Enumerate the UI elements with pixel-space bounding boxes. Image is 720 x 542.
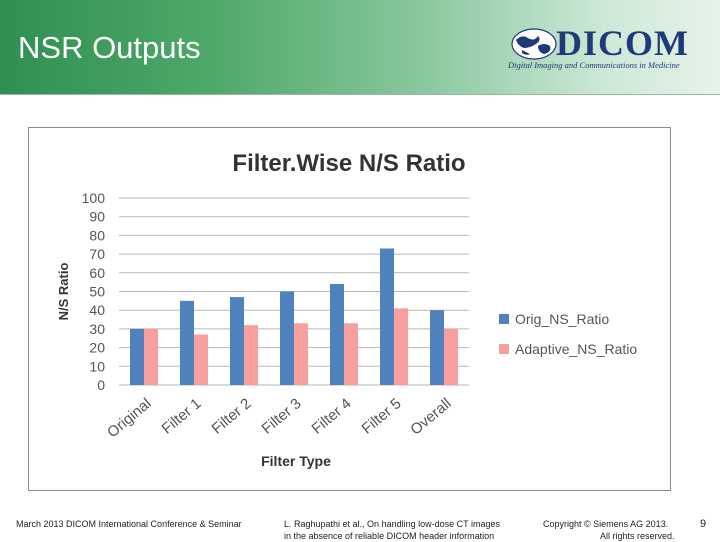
bar-orig	[180, 300, 194, 385]
y-tick-label: 50	[89, 284, 105, 300]
y-tick-label: 10	[89, 358, 105, 374]
bar-adaptive	[294, 323, 308, 385]
chart-frame: Filter.Wise N/S Ratio 0 10 20 30 40 50 60 70 80 90…	[28, 127, 671, 491]
y-tick-label: 0	[97, 377, 105, 393]
y-tick-label: 60	[89, 265, 105, 281]
bar-orig	[280, 291, 294, 385]
x-tick-label: Filter 5	[359, 395, 405, 437]
bar-adaptive	[144, 328, 158, 385]
x-tick-label: Overall	[407, 395, 454, 439]
dicom-logo: DICOM Digital Imaging and Communications…	[508, 22, 698, 74]
legend-label: Adaptive_NS_Ratio	[515, 341, 637, 357]
x-tick-label: Filter 2	[209, 395, 255, 437]
slide-header: NSR Outputs DICOM Digital Imaging and Co…	[0, 0, 720, 95]
y-tick-label: 70	[89, 246, 105, 262]
footer-copyright-line2: All rights reserved.	[600, 531, 675, 541]
globe-icon	[511, 28, 557, 60]
legend-swatch	[499, 314, 509, 324]
y-tick-label: 40	[89, 302, 105, 318]
bar-adaptive	[194, 334, 208, 385]
footer-citation-line1: L. Raghupathi et al., On handling low-do…	[284, 519, 500, 529]
y-tick-label: 100	[82, 190, 106, 206]
x-axis-label: Filter Type	[261, 453, 331, 469]
footer-citation-line2: in the absence of reliable DICOM header …	[284, 531, 495, 541]
bar-adaptive	[444, 328, 458, 385]
footer-copyright-line1: Copyright © Siemens AG 2013.	[543, 519, 669, 529]
y-tick-label: 90	[89, 209, 105, 225]
logo-tagline: Digital Imaging and Communications in Me…	[508, 60, 680, 70]
bar-orig	[380, 248, 394, 385]
slide-title: NSR Outputs	[18, 30, 201, 65]
x-tick-label: Original	[104, 395, 155, 441]
bar-orig	[330, 284, 344, 385]
x-tick-label: Filter 4	[309, 395, 355, 437]
x-tick-label: Filter 1	[159, 395, 205, 437]
x-tick-label: Filter 3	[259, 395, 305, 437]
footer-conference: March 2013 DICOM International Conferenc…	[16, 519, 242, 529]
logo-wordmark: DICOM	[556, 23, 689, 63]
y-tick-label: 30	[89, 321, 105, 337]
page-number: 9	[700, 518, 707, 530]
bar-adaptive	[394, 308, 408, 385]
bar-orig	[130, 328, 144, 385]
bar-adaptive	[344, 323, 358, 385]
legend-swatch	[499, 344, 509, 354]
y-axis-label: N/S Ratio	[56, 263, 71, 321]
y-tick-label: 80	[89, 227, 105, 243]
legend-label: Orig_NS_Ratio	[515, 311, 609, 327]
y-tick-label: 20	[89, 340, 105, 356]
bar-adaptive	[244, 325, 258, 385]
bar-chart: Filter.Wise N/S Ratio 0 10 20 30 40 50 60 70 80 90…	[56, 150, 637, 469]
bar-orig	[430, 310, 444, 385]
bar-orig	[230, 297, 244, 385]
chart-title: Filter.Wise N/S Ratio	[232, 150, 465, 177]
